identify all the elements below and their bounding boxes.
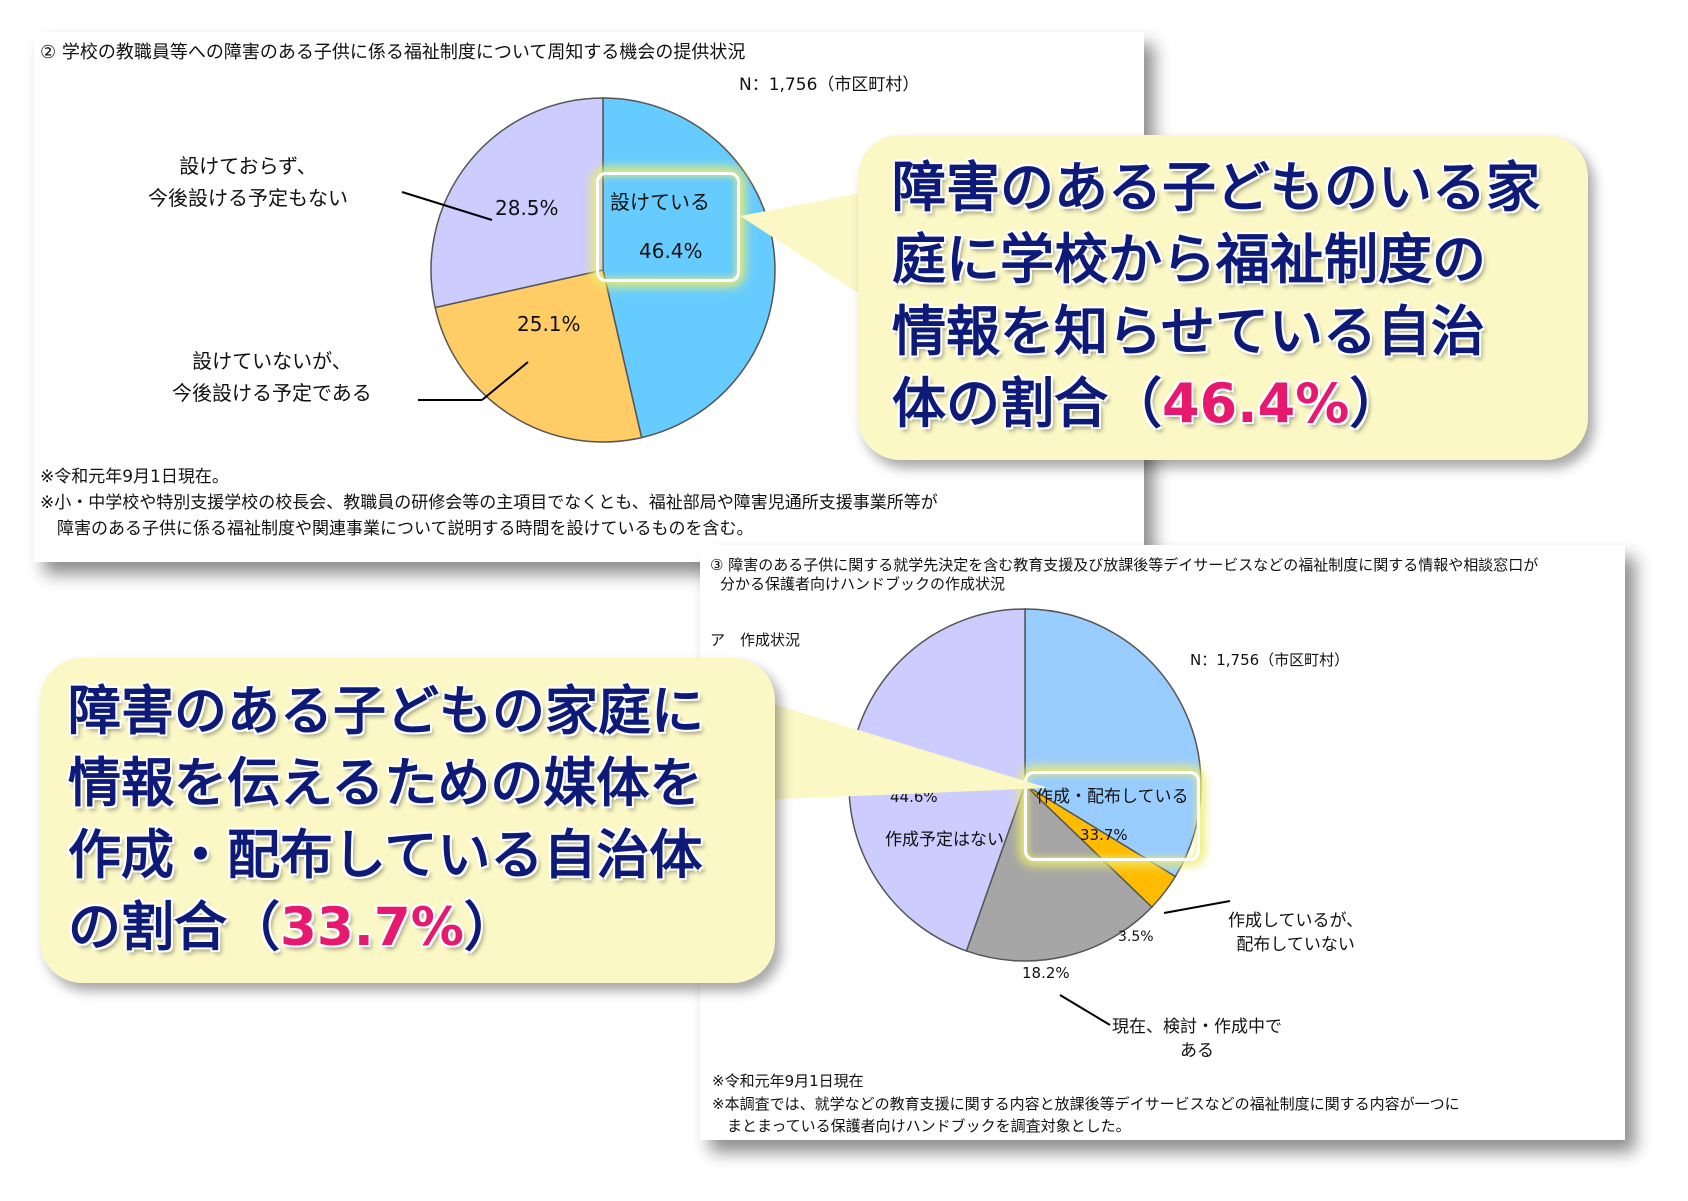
pct-planned: 25.1%	[517, 312, 581, 336]
callout-2-text: 障害のある子どもの家庭に 情報を伝えるための媒体を 作成・配布している自治体 の…	[68, 676, 704, 964]
pct-provided: 46.4%	[639, 239, 703, 263]
label-not-distributed-line2: 配布していない	[1236, 935, 1355, 955]
pct-distributed: 33.7%	[1080, 826, 1128, 844]
label-not-planned-line2: 今後設ける予定もない	[148, 186, 348, 210]
callout-1-highlight: 46.4%	[1162, 372, 1350, 435]
label-not-planned-line1: 設けておらず、	[179, 154, 317, 178]
callout-2-line-2: 情報を伝えるための媒体を	[68, 753, 703, 814]
callout-2-line-1: 障害のある子どもの家庭に	[68, 681, 704, 742]
label-in-progress-line2: ある	[1180, 1041, 1214, 1061]
chart-2-title-line2: 分かる保護者向けハンドブックの作成状況	[720, 575, 1006, 593]
callout-1-text: 障害のある子どものいる家 庭に学校から福祉制度の 情報を知らせている自治 体の割…	[892, 152, 1540, 440]
callout-2-pointer	[760, 700, 1048, 800]
pie-chart-panel-2: ③ 障害のある子供に関する就学先決定を含む教育支援及び放課後等デイサービスなどの…	[700, 545, 1625, 1140]
pct-not-distributed: 3.5%	[1118, 929, 1154, 945]
callout-2-line-3: 作成・配布している自治体	[68, 825, 703, 886]
chart-2-note-3: まとまっている保護者向けハンドブックを調査対象とした。	[712, 1117, 1131, 1135]
callout-2-highlight: 33.7%	[280, 897, 464, 958]
callout-1-line-2: 庭に学校から福祉制度の	[892, 228, 1486, 291]
chart-2-subtitle: ア 作成状況	[710, 631, 801, 649]
callout-2-line-4: の割合（33.7%）	[68, 892, 704, 964]
label-not-distributed: 作成しているが、 配布していない	[1228, 909, 1363, 957]
chart-2-note-1: ※令和元年9月1日現在	[712, 1072, 864, 1090]
pie-2-slice-2	[965, 783, 1153, 962]
leader-line-planned-d	[481, 361, 529, 401]
callout-2-line-4-text: の割合（	[68, 897, 280, 958]
label-not-distributed-line1: 作成しているが、	[1228, 911, 1364, 931]
label-in-progress-line1: 現在、検討・作成中で	[1112, 1017, 1282, 1037]
pie-1-slice-2	[430, 97, 604, 309]
leader-line-in-progress	[1059, 994, 1111, 1026]
pie-1-slice-0	[602, 97, 776, 439]
callout-1-pointer	[740, 188, 888, 312]
chart-2-title-line1: ③ 障害のある子供に関する就学先決定を含む教育支援及び放課後等デイサービスなどの…	[710, 556, 1539, 574]
chart-1-note-2: ※小・中学校や特別支援学校の校長会、教職員の研修会等の主項目でなくとも、福祉部局…	[40, 493, 938, 513]
pct-in-progress: 18.2%	[1022, 964, 1070, 982]
chart-1-note-1: ※令和元年9月1日現在。	[40, 467, 229, 487]
callout-1	[858, 135, 1588, 460]
label-planned: 設けていないが、 今後設ける予定である	[172, 345, 372, 409]
chart-1-title: ② 学校の教職員等への障害のある子供に係る福祉制度について周知する機会の提供状況	[40, 42, 746, 63]
callout-1-close: ）	[1349, 372, 1404, 435]
callout-1-line-4: 体の割合（46.4%）	[892, 368, 1540, 440]
label-planned-line2: 今後設ける予定である	[172, 381, 372, 405]
chart-1-note-3: 障害のある子供に係る福祉制度や関連事業について説明する時間を設けているものを含む…	[40, 519, 754, 539]
callout-1-line-4-text: 体の割合（	[892, 372, 1162, 435]
leader-line-not-distributed	[1163, 900, 1231, 914]
chart-1-sample-size: N：1,756（市区町村）	[739, 75, 920, 95]
leader-line-not-planned	[401, 191, 493, 221]
pie-chart-1	[401, 97, 776, 443]
highlight-box-1	[596, 172, 740, 282]
pct-not-planned: 28.5%	[495, 196, 559, 220]
label-in-progress: 現在、検討・作成中で ある	[1112, 1015, 1282, 1063]
label-distributed: 作成・配布している	[1036, 787, 1189, 807]
callout-2	[40, 658, 775, 983]
highlight-box-2	[1024, 771, 1200, 861]
label-no-plan: 作成予定はない	[885, 830, 1004, 850]
callout-1-line-1: 障害のある子どものいる家	[892, 156, 1540, 219]
label-provided: 設けている	[610, 190, 710, 214]
pie-1-slice-1	[434, 269, 643, 443]
callout-1-line-3: 情報を知らせている自治	[892, 300, 1485, 363]
label-not-planned: 設けておらず、 今後設ける予定もない	[148, 150, 348, 214]
callout-2-close: ）	[463, 897, 517, 958]
label-planned-line1: 設けていないが、	[192, 349, 352, 373]
pie-2-slice-0	[1024, 608, 1202, 878]
chart-2-sample-size: N：1,756（市区町村）	[1190, 651, 1350, 669]
chart-2-note-2: ※本調査では、就学などの教育支援に関する内容と放課後等デイサービスなどの福祉制度…	[712, 1095, 1460, 1113]
